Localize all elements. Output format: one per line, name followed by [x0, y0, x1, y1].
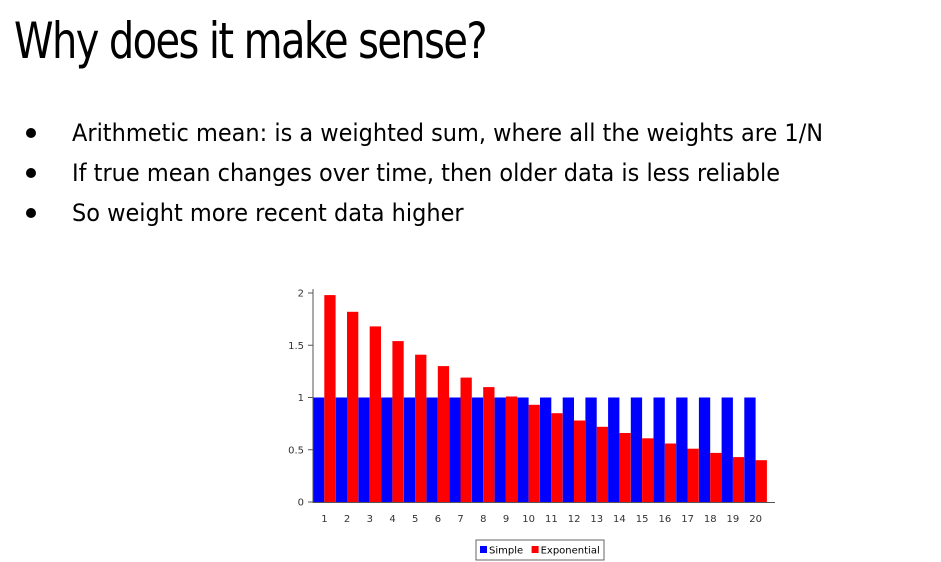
y-tick-label: 2: [298, 289, 304, 300]
bullet-dot-icon: [26, 128, 36, 138]
x-tick-label: 3: [367, 514, 373, 525]
bar-simple-2: [335, 397, 347, 502]
x-tick-label: 18: [704, 514, 717, 525]
bar-simple-5: [403, 397, 416, 502]
x-tick-label: 9: [503, 514, 509, 525]
x-tick-label: 19: [727, 514, 740, 525]
bullet-dot-icon: [26, 168, 36, 178]
bar-exponential-1: [324, 295, 336, 502]
bar-exponential-14: [619, 433, 631, 502]
bar-exponential-18: [710, 452, 722, 502]
bar-simple-12: [562, 397, 574, 502]
x-tick-label: 1: [321, 514, 327, 525]
bar-exponential-3: [369, 326, 381, 502]
bar-simple-6: [426, 397, 438, 502]
legend-label-exponential: Exponential: [541, 546, 600, 557]
bar-simple-1: [313, 397, 325, 502]
legend-swatch-simple: [480, 546, 487, 553]
y-tick-label: 0.5: [288, 445, 304, 456]
bar-simple-19: [721, 397, 733, 502]
bar-simple-3: [358, 397, 370, 502]
x-tick-label: 2: [344, 514, 350, 525]
bar-simple-13: [585, 397, 597, 502]
x-tick-label: 4: [389, 514, 395, 525]
bar-exponential-16: [664, 443, 677, 502]
x-tick-label: 11: [545, 514, 558, 525]
bar-exponential-8: [483, 387, 495, 502]
x-tick-label: 20: [749, 514, 762, 525]
bar-simple-9: [494, 397, 506, 502]
bar-simple-20: [744, 397, 756, 502]
x-tick-label: 8: [480, 514, 486, 525]
bar-exponential-15: [642, 438, 654, 502]
bar-exponential-9: [505, 396, 518, 502]
y-tick-label: 1: [298, 393, 304, 404]
slide-title: Why does it make sense?: [14, 12, 488, 70]
bar-exponential-13: [596, 426, 608, 502]
bar-simple-11: [540, 397, 552, 502]
bar-simple-15: [630, 397, 643, 502]
x-tick-label: 12: [568, 514, 581, 525]
legend-box: [475, 539, 605, 561]
bullet-text: Arithmetic mean: is a weighted sum, wher…: [72, 119, 824, 147]
bar-exponential-17: [687, 448, 699, 502]
x-tick-label: 13: [590, 514, 603, 525]
bar-exponential-4: [392, 341, 404, 502]
x-tick-label: 14: [613, 514, 626, 525]
bullet-dot-icon: [26, 208, 36, 218]
bar-simple-8: [471, 397, 484, 502]
legend-swatch-exponential: [531, 546, 539, 553]
bar-simple-7: [449, 397, 461, 502]
bar-exponential-20: [755, 460, 767, 502]
x-tick-label: 5: [412, 514, 418, 525]
bar-exponential-7: [460, 377, 472, 502]
y-tick-label: 1.5: [288, 341, 304, 352]
chart-axes: 00.511.521 2 3 4 5 6 7 8 9 10 11 12 13 14 15 16 17 18 19 20: [288, 289, 775, 525]
x-tick-label: 7: [457, 514, 463, 525]
bar-simple-17: [676, 397, 688, 502]
bar-simple-16: [653, 397, 665, 502]
chart-legend: Simple Exponential: [475, 539, 605, 561]
chart-bars: [313, 295, 767, 502]
bar-exponential-19: [732, 457, 745, 502]
bullet-text: If true mean changes over time, then old…: [72, 159, 781, 187]
x-tick-label: 17: [681, 514, 694, 525]
x-tick-label: 15: [636, 514, 649, 525]
bar-simple-14: [608, 397, 620, 502]
bar-exponential-5: [415, 354, 427, 502]
bar-exponential-6: [437, 366, 450, 502]
bar-exponential-10: [528, 404, 540, 502]
y-tick-label: 0: [298, 498, 304, 509]
bar-exponential-11: [551, 413, 563, 502]
bar-simple-18: [698, 397, 711, 502]
x-tick-label: 10: [522, 514, 535, 525]
bullet-text: So weight more recent data higher: [72, 199, 464, 227]
legend-label-simple: Simple: [489, 546, 523, 557]
bar-simple-10: [517, 397, 529, 502]
bar-exponential-12: [574, 420, 586, 502]
x-tick-label: 16: [659, 514, 672, 525]
bar-exponential-2: [347, 311, 359, 502]
bar-simple-4: [381, 397, 393, 502]
x-tick-label: 6: [435, 514, 441, 525]
